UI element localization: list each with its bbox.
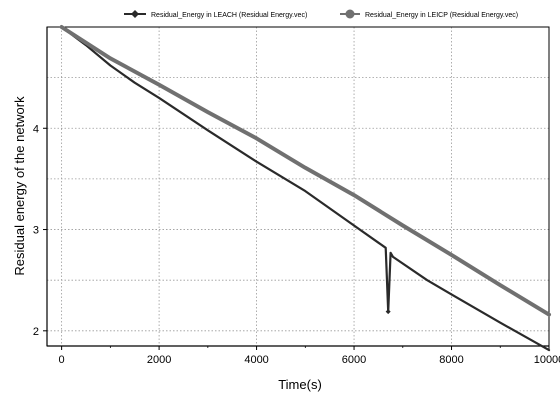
legend: Residual_Energy in LEACH (Residual Energ… (124, 9, 518, 19)
legend-marker-leach (131, 10, 139, 18)
x-tick-label: 10000 (534, 354, 560, 366)
y-tick-label: 4 (33, 123, 39, 135)
x-tick-label: 6000 (342, 354, 366, 366)
x-tick-label: 4000 (244, 354, 268, 366)
y-tick-label: 3 (33, 225, 39, 237)
legend-label-leach: Residual_Energy in LEACH (Residual Energ… (151, 12, 307, 19)
x-axis-title: Time(s) (278, 377, 322, 392)
legend-item-leicp: Residual_Energy in LEICP (Residual Energ… (340, 9, 518, 19)
series-layer (59, 25, 551, 352)
series-line-leach (60, 25, 551, 352)
x-axis-ticks: 0 2000 4000 6000 8000 10000 (59, 346, 560, 366)
y-axis-ticks: 2 3 4 (33, 123, 47, 338)
y-tick-label: 2 (33, 326, 39, 338)
legend-marker-leicp (345, 9, 355, 19)
series-line-leicp (59, 25, 551, 317)
x-tick-label: 0 (59, 354, 65, 366)
x-tick-label: 2000 (147, 354, 171, 366)
y-axis-title: Residual energy of the network (12, 96, 27, 276)
series-point-leach-dip (385, 309, 391, 315)
legend-label-leicp: Residual_Energy in LEICP (Residual Energ… (365, 12, 518, 19)
legend-item-leach: Residual_Energy in LEACH (Residual Energ… (124, 10, 307, 19)
x-tick-label: 8000 (439, 354, 463, 366)
